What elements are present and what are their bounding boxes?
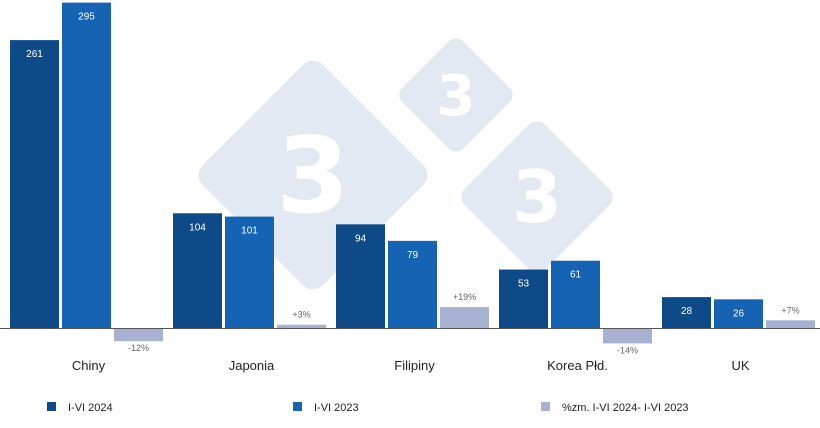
- bar-pct-change-filipiny: [440, 307, 489, 328]
- bar-pct-change-chiny: [114, 328, 163, 342]
- bar-value-label: 261: [26, 49, 43, 60]
- legend: I-VI 2024 I-VI 2023 %zm. I-VI 2024- I-VI 2…: [47, 402, 689, 414]
- bar-value-label: 61: [570, 270, 582, 281]
- bar-value-label: 101: [241, 226, 258, 237]
- bar-i-vi-2023-japonia: [225, 216, 274, 328]
- watermark-digit: 3: [437, 64, 476, 129]
- category-label: Japonia: [229, 358, 275, 373]
- legend-swatch: [541, 402, 550, 411]
- bar-value-label: 104: [189, 222, 206, 233]
- bar-pct-change-korea-p-d-: [603, 328, 652, 344]
- bar-value-label: 295: [78, 12, 95, 23]
- category-label: Chiny: [72, 358, 106, 373]
- legend-label: I-VI 2023: [314, 402, 359, 414]
- watermark-digit: 3: [512, 155, 562, 239]
- watermark-diamond-medium: [461, 121, 613, 273]
- pct-change-label: -12%: [128, 343, 149, 353]
- category-label: UK: [731, 358, 749, 373]
- bar-i-vi-2024-chiny: [10, 40, 59, 328]
- bar-value-label: 79: [407, 250, 419, 261]
- pct-change-label: -14%: [617, 345, 638, 355]
- bar-value-label: 53: [518, 279, 530, 290]
- watermark-digit: 3: [276, 115, 349, 237]
- bar-value-label: 28: [681, 306, 693, 317]
- bar-i-vi-2023-chiny: [62, 2, 111, 329]
- category-labels-group: Chiny Japonia Filipiny Korea Płd. UK: [72, 358, 750, 373]
- bar-value-label: 26: [733, 308, 745, 319]
- bars-group: [10, 2, 815, 344]
- bar-pct-change-uk: [766, 320, 815, 328]
- legend-swatch: [47, 402, 56, 411]
- pct-change-label: +3%: [292, 310, 310, 320]
- bar-pct-change-japonia: [277, 324, 326, 328]
- legend-label: %zm. I-VI 2024- I-VI 2023: [562, 402, 689, 414]
- category-label: Korea Płd.: [547, 358, 608, 373]
- category-label: Filipiny: [394, 358, 435, 373]
- bar-i-vi-2024-japonia: [173, 213, 222, 328]
- bar-value-label: 94: [355, 233, 367, 244]
- pct-change-label: +19%: [453, 292, 476, 302]
- bar-i-vi-2023-uk: [714, 299, 763, 328]
- legend-label: I-VI 2024: [68, 402, 113, 414]
- bar-i-vi-2024-filipiny: [336, 224, 385, 328]
- bar-i-vi-2024-uk: [662, 297, 711, 328]
- pct-change-label: +7%: [781, 305, 799, 315]
- bar-labels-group: 261 295 -12% 104 101 +3% 94 79 +19% 53 61 -14% 28 26 +…: [26, 12, 799, 356]
- watermark-diamond-small: [399, 38, 513, 152]
- bar-i-vi-2024-korea-p-d-: [499, 269, 548, 328]
- legend-swatch: [293, 402, 302, 411]
- bar-i-vi-2023-filipiny: [388, 240, 437, 328]
- bar-i-vi-2023-korea-p-d-: [551, 260, 600, 328]
